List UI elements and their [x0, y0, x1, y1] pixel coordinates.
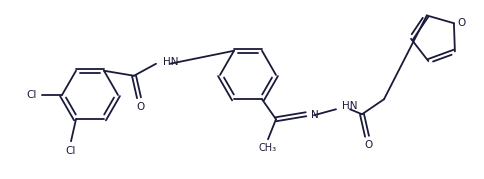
Text: Cl: Cl — [27, 90, 37, 100]
Text: CH₃: CH₃ — [258, 143, 276, 153]
Text: HN: HN — [163, 57, 178, 67]
Text: Cl: Cl — [66, 146, 76, 156]
Text: O: O — [457, 18, 465, 28]
Text: HN: HN — [341, 101, 357, 111]
Text: O: O — [364, 140, 372, 150]
Text: O: O — [136, 102, 145, 112]
Text: N: N — [310, 110, 318, 120]
